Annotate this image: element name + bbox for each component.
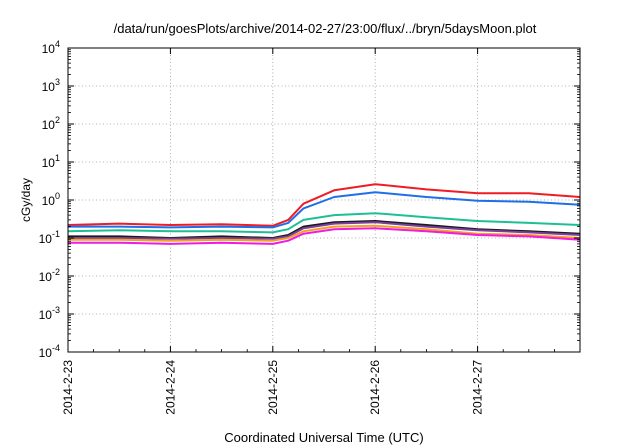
y-tick-label: 10-4 <box>39 343 60 360</box>
y-axis: 104 103 102 101 100 10-1 10-2 10-3 10-4 <box>39 39 580 360</box>
series-line-3 <box>67 212 581 234</box>
x-tick-label: 2014-2-27 <box>471 360 485 415</box>
y-axis-label: cGy/day <box>19 178 33 222</box>
y-tick-label: 104 <box>42 39 60 56</box>
y-tick-label: 102 <box>42 115 60 132</box>
y-tick-label: 10-3 <box>39 305 60 322</box>
y-tick-label: 101 <box>42 153 60 170</box>
x-tick-label: 2014-2-24 <box>163 360 177 415</box>
x-tick-label: 2014-2-23 <box>61 360 75 415</box>
y-tick-label: 10-2 <box>39 267 60 284</box>
series-layer <box>67 183 581 245</box>
series-line-1 <box>67 183 581 227</box>
chart-title: /data/run/goesPlots/archive/2014-02-27/2… <box>114 21 537 36</box>
series-line-5 <box>68 221 581 240</box>
series-line-2 <box>68 191 581 229</box>
x-tick-label: 2014-2-26 <box>368 360 382 415</box>
x-axis: 2014-2-23 2014-2-24 2014-2-25 2014-2-26 2014… <box>61 48 555 415</box>
y-tick-label: 10-1 <box>39 229 60 246</box>
series-line-6 <box>68 224 581 242</box>
series-line-7 <box>68 227 581 245</box>
x-axis-label: Coordinated Universal Time (UTC) <box>224 430 423 445</box>
y-tick-label: 103 <box>42 77 60 94</box>
y-tick-label: 100 <box>42 191 60 208</box>
x-tick-label: 2014-2-25 <box>266 360 280 415</box>
